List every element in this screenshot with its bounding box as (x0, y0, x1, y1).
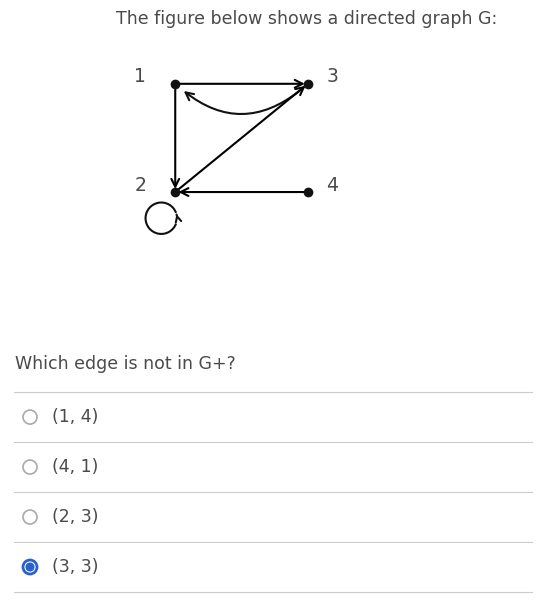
Text: 1: 1 (134, 67, 146, 86)
Text: 3: 3 (327, 67, 339, 86)
Text: 4: 4 (327, 176, 339, 194)
Text: (2, 3): (2, 3) (52, 508, 98, 526)
Text: The figure below shows a directed graph G:: The figure below shows a directed graph … (116, 10, 497, 28)
Text: (3, 3): (3, 3) (52, 558, 98, 576)
Text: (1, 4): (1, 4) (52, 408, 98, 426)
Text: Which edge is not in G+?: Which edge is not in G+? (15, 355, 236, 373)
Text: (4, 1): (4, 1) (52, 458, 98, 476)
Circle shape (26, 563, 34, 571)
Text: 2: 2 (134, 176, 146, 194)
